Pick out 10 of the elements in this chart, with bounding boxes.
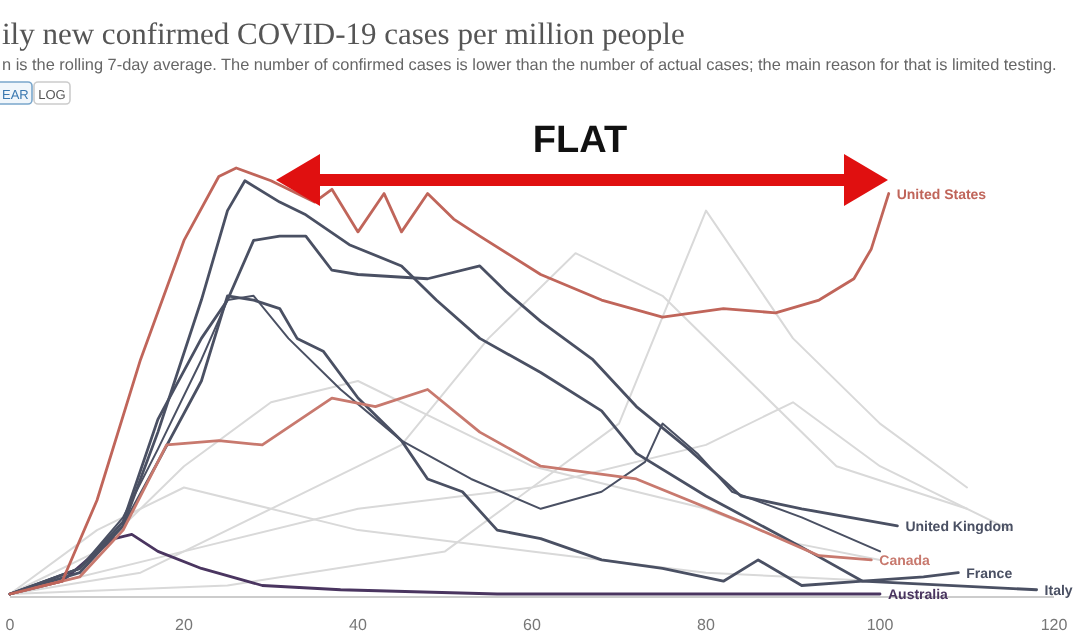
x-tick-label: 40 xyxy=(349,616,368,634)
x-tick-label: 100 xyxy=(866,616,895,634)
text: FLAT xyxy=(532,120,628,162)
x-tick-label: 120 xyxy=(1040,616,1069,634)
chart-title: ily new confirmed COVID-19 cases per million people xyxy=(2,18,685,52)
chart-subtitle: n is the rolling 7-day average. The number of confirmed cases is lower than the number of actual cases; the main reason for that is limited testing. xyxy=(2,56,1057,74)
x-tick-label: 0 xyxy=(5,616,16,634)
x-tick-label: 60 xyxy=(523,616,542,634)
x-tick-label: 80 xyxy=(697,616,716,634)
x-tick-label: 20 xyxy=(175,616,194,634)
